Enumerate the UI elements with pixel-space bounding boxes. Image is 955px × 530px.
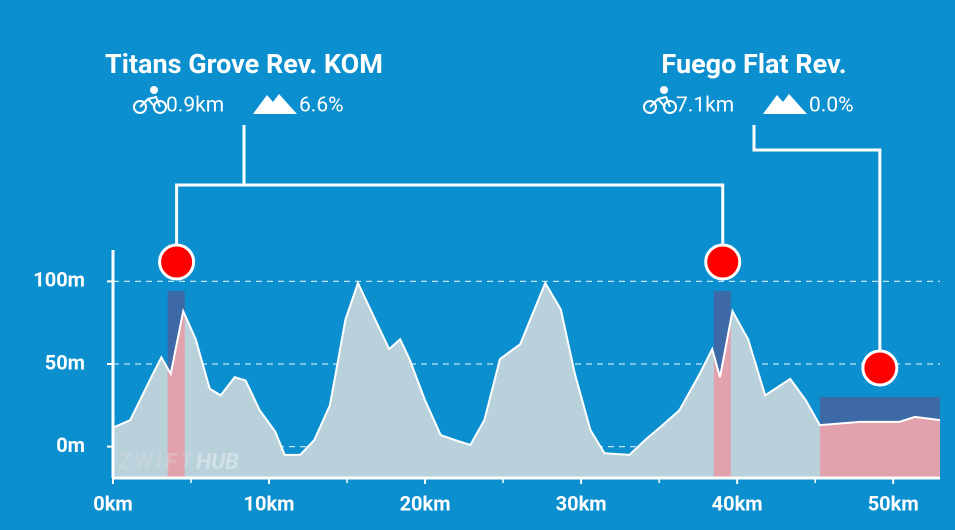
elevation-line [112,280,941,456]
bike-icon [643,86,677,114]
watermark-part: ZWIFT [117,450,196,475]
bike-icon [133,86,167,114]
watermark: ZWIFTHUB [117,450,239,475]
segment-distance: 0.9km [166,94,224,118]
segment-marker [158,243,196,281]
wheel [133,100,147,114]
mountain-icon [253,94,297,114]
rider-head [150,86,158,94]
x-tick-label: 20km [400,491,451,515]
segment-grade: 0.0% [809,94,854,118]
x-tick-label: 30km [556,491,607,515]
y-tick-label: 50m [45,350,85,374]
y-tick-label: 0m [56,433,85,457]
connector [175,125,725,262]
y-tick-label: 100m [33,268,85,292]
segment-grade: 6.6% [299,94,344,118]
segment-title: Fuego Flat Rev. [661,48,846,80]
x-tick-label: 50km [868,491,919,515]
watermark-part: HUB [196,450,239,475]
x-tick-label: 40km [712,491,763,515]
x-tick-label: 10km [244,491,295,515]
frame [139,95,161,108]
wheel [153,100,167,114]
elevation-area [113,283,940,478]
wheel [643,100,657,114]
segment-distance: 7.1km [676,94,734,118]
connector [752,125,882,368]
segment-marker [861,349,899,387]
mountain-icon [763,94,807,114]
segment-title: Titans Grove Rev. KOM [105,48,383,80]
segment-marker [704,243,742,281]
x-tick-label: 0km [93,491,132,515]
wheel [663,100,677,114]
rider-head [660,86,668,94]
frame [649,95,671,108]
